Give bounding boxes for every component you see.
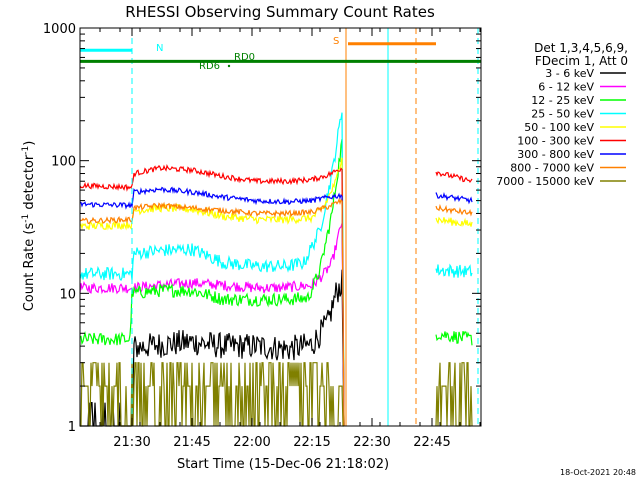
legend-entry-label: 3 - 6 keV <box>545 67 594 80</box>
series-800-7000-kev <box>79 197 473 427</box>
plot-area: N S RD0 RD6 <box>79 28 481 427</box>
y-axis-label-part: detector <box>22 154 37 214</box>
legend-entry-label: 100 - 300 keV <box>517 135 594 148</box>
y-tick-label: 10 <box>59 287 76 302</box>
y-axis-label-sup: -1 <box>21 146 31 155</box>
y-tick-label: 100 <box>51 155 76 170</box>
legend-entry-label: 50 - 100 keV <box>524 121 594 134</box>
flag-label: RD0 <box>234 52 255 63</box>
series-50-100-kev <box>79 157 473 427</box>
x-tick-label: 22:45 <box>413 435 450 450</box>
legend-header-line: FDecim 1, Att 0 <box>535 54 628 68</box>
legend-entry-label: 6 - 12 keV <box>538 81 594 94</box>
y-axis-label: Count Rate (s-1 detector-1) <box>21 141 37 312</box>
legend-entry-label: 25 - 50 keV <box>531 108 594 121</box>
series-line <box>79 164 473 427</box>
x-tick-label: 21:30 <box>113 435 150 450</box>
y-axis-label-part: Count Rate (s <box>22 223 37 312</box>
timestamp: 18-Oct-2021 20:48 <box>560 468 636 477</box>
series-line <box>79 157 473 427</box>
flag-label: RD6 <box>199 61 220 72</box>
series-12-25-kev <box>79 139 473 425</box>
series-line <box>79 197 473 427</box>
series-300-800-kev <box>79 186 473 426</box>
y-axis-label-part: ) <box>22 141 37 146</box>
x-tick-label: 22:15 <box>293 435 330 450</box>
x-tick-label: 22:30 <box>353 435 390 450</box>
x-tick-label: 22:00 <box>233 435 270 450</box>
series-line <box>79 223 345 425</box>
legend-entry-label: 7000 - 15000 keV <box>496 175 594 188</box>
legend-entry-label: 12 - 25 keV <box>531 94 594 107</box>
y-tick-label: 1 <box>68 420 76 435</box>
series-6-12-kev <box>79 223 345 425</box>
series-25-50-kev <box>79 112 473 426</box>
axes: 21:30 21:45 22:00 22:15 22:30 22:45 1 10 100 1000 <box>43 22 481 450</box>
flag-dot <box>227 64 231 68</box>
flag-label: N <box>156 43 163 54</box>
legend-entry-label: 800 - 7000 keV <box>510 162 594 175</box>
y-axis-label-sup: -1 <box>21 214 31 223</box>
x-axis-label: Start Time (15-Dec-06 21:18:02) <box>177 457 389 472</box>
series-line <box>79 186 473 426</box>
legend-entry-label: 300 - 800 keV <box>517 148 594 161</box>
legend-header-line: Det 1,3,4,5,6,9, <box>534 41 628 55</box>
series-line <box>79 139 473 425</box>
series-100-300-kev <box>79 164 473 427</box>
x-tick-label: 21:45 <box>173 435 210 450</box>
series-line <box>79 112 473 426</box>
chart-title: RHESSI Observing Summary Count Rates <box>125 3 435 21</box>
y-tick-label: 1000 <box>43 22 76 37</box>
flag-label: S <box>333 36 339 47</box>
legend: Det 1,3,4,5,6,9, FDecim 1, Att 0 3 - 6 k… <box>496 41 628 188</box>
